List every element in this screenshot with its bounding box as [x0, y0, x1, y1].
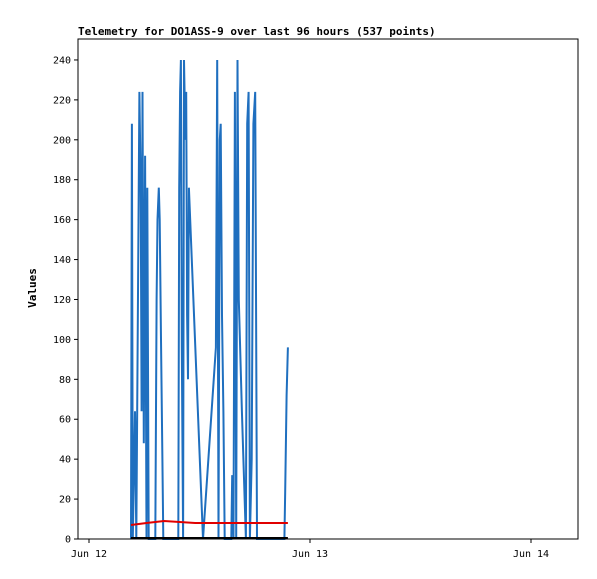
- y-tick-label: 120: [53, 295, 71, 306]
- y-tick-label: 160: [53, 215, 71, 226]
- y-tick-label: 0: [65, 535, 71, 546]
- y-tick-label: 180: [53, 175, 71, 186]
- x-tick-label: Jun 14: [513, 549, 549, 560]
- y-axis: 0 20 40 60 80 100 120 140 160 180 200 220 240: [53, 55, 78, 546]
- y-tick-label: 200: [53, 135, 71, 146]
- y-tick-label: 20: [59, 495, 71, 506]
- y-tick-label: 140: [53, 255, 71, 266]
- x-tick-label: Jun 13: [292, 549, 328, 560]
- x-axis: Jun 12 Jun 13 Jun 14: [71, 539, 549, 560]
- y-axis-label: Values: [26, 268, 39, 308]
- series-line-0: [130, 59, 289, 540]
- x-tick-label: Jun 12: [71, 549, 107, 560]
- y-tick-label: 80: [59, 375, 71, 386]
- y-tick-label: 60: [59, 415, 71, 426]
- plot-frame: [77, 38, 579, 540]
- plot-area: [130, 59, 289, 540]
- y-tick-label: 40: [59, 455, 71, 466]
- y-tick-label: 100: [53, 335, 71, 346]
- chart-title: Telemetry for DO1ASS-9 over last 96 hour…: [78, 25, 436, 38]
- y-tick-label: 220: [53, 95, 71, 106]
- series-line-1: [130, 519, 288, 526]
- y-tick-label: 240: [53, 55, 71, 66]
